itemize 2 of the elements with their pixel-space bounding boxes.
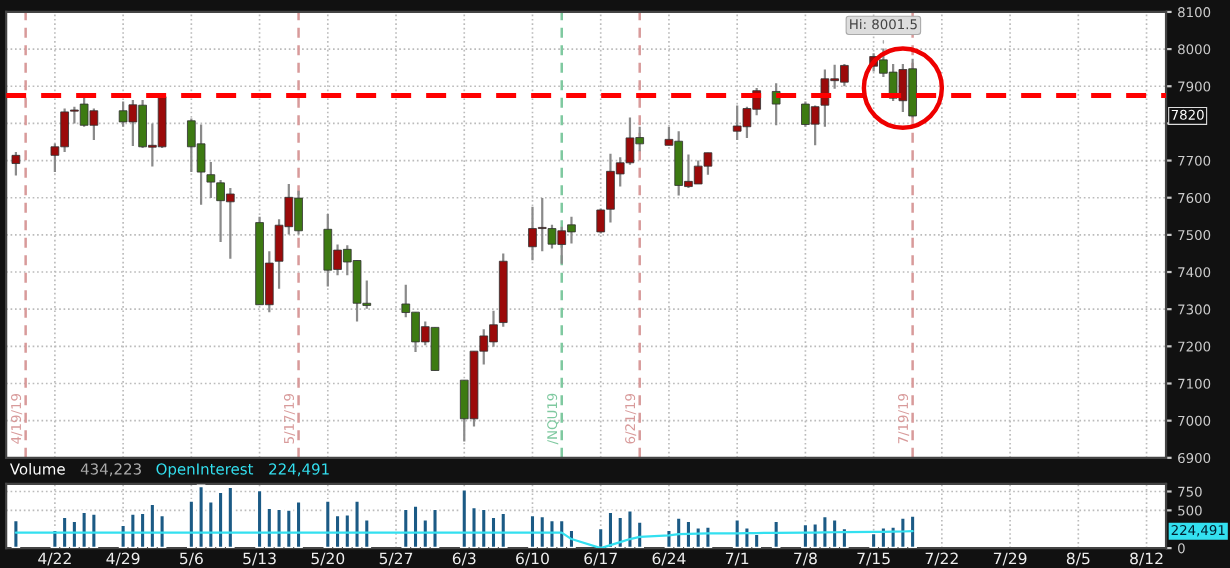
- candlestick: [11, 150, 21, 177]
- line-series: [14, 530, 914, 549]
